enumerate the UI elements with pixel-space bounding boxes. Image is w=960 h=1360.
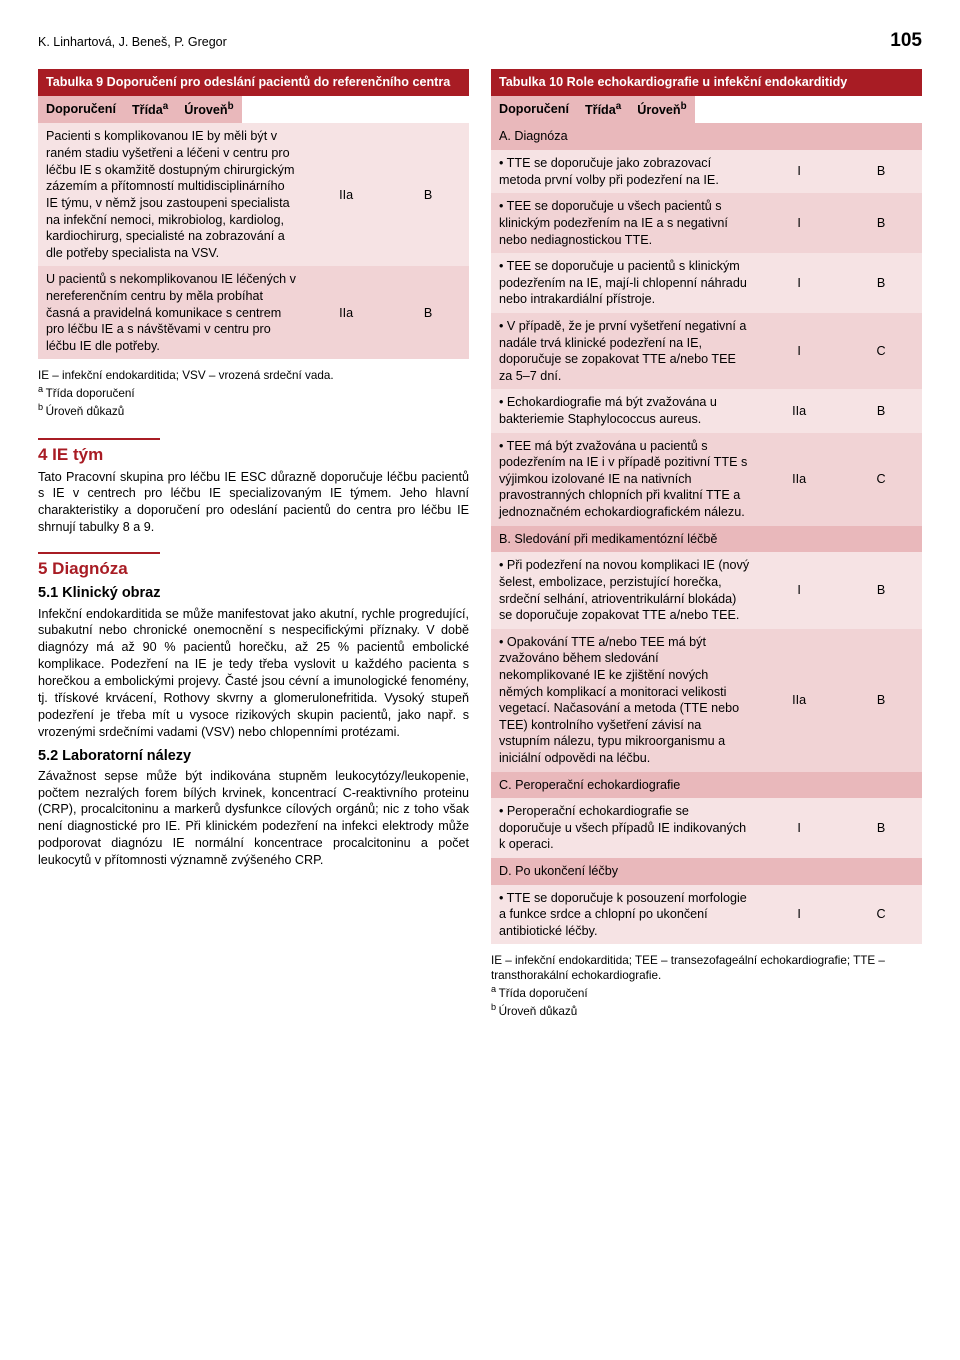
section-header: D. Po ukončení léčby [491,858,922,885]
t9-col1: Doporučení [38,96,124,124]
table-10-footnote: IE – infekční endokarditida; TEE – trans… [491,954,922,1020]
section-header: C. Peroperační echokardiografie [491,772,922,799]
table-row: • TTE se doporučuje jako zobrazovací met… [491,150,922,193]
t10-col3: Úroveňb [629,96,694,124]
table-row: • TTE se doporučuje k posouzení morfolog… [491,885,922,945]
table-row: • Při podezření na novou komplikaci IE (… [491,552,922,628]
section-5-2-title: 5.2 Laboratorní nálezy [38,747,469,766]
table-row: • Opakování TTE a/nebo TEE má být zvažov… [491,629,922,772]
t9-col2: Třídaa [124,96,176,124]
table-row: • Peroperační echokardiografie se doporu… [491,798,922,858]
table-row: • V případě, že je první vyšetření negat… [491,313,922,389]
table-row: • TEE se doporučuje u pacientů s klinick… [491,253,922,313]
t10-col1: Doporučení [491,96,577,124]
section-5-2-body: Závažnost sepse může být indikována stup… [38,768,469,869]
table-9-title: Tabulka 9 Doporučení pro odeslání pacien… [38,69,469,96]
table-10-title: Tabulka 10 Role echokardiografie u infek… [491,69,922,96]
two-column-layout: Tabulka 9 Doporučení pro odeslání pacien… [38,69,922,1038]
page-number: 105 [890,28,922,53]
section-4-title: 4 IE tým [38,444,469,466]
section-rule [38,552,160,554]
section-header: B. Sledování při medikamentózní léčbě [491,526,922,553]
section-5-1-title: 5.1 Klinický obraz [38,584,469,603]
section-5-1-body: Infekční endokarditida se může manifesto… [38,606,469,741]
left-column: Tabulka 9 Doporučení pro odeslání pacien… [38,69,469,1038]
table-row: • Echokardiografie má být zvažována u ba… [491,389,922,432]
table-row: • TEE se doporučuje u všech pacientů s k… [491,193,922,253]
section-rule [38,438,160,440]
section-5-title: 5 Diagnóza [38,558,469,580]
authors: K. Linhartová, J. Beneš, P. Gregor [38,34,227,51]
table-9: Tabulka 9 Doporučení pro odeslání pacien… [38,69,469,359]
t10-col2: Třídaa [577,96,629,124]
section-4-body: Tato Pracovní skupina pro léčbu IE ESC d… [38,469,469,537]
table-9-footnote: IE – infekční endokarditida; VSV – vroze… [38,369,469,420]
table-row: U pacientů s nekomplikovanou IE léčených… [38,266,469,359]
table-row: • TEE má být zvažována u pacientů s pode… [491,433,922,526]
right-column: Tabulka 10 Role echokardiografie u infek… [491,69,922,1038]
t9-col3: Úroveňb [176,96,241,124]
section-header: A. Diagnóza [491,123,922,150]
table-row: Pacienti s komplikovanou IE by měli být … [38,123,469,266]
page-header: K. Linhartová, J. Beneš, P. Gregor 105 [38,28,922,53]
table-10: Tabulka 10 Role echokardiografie u infek… [491,69,922,944]
